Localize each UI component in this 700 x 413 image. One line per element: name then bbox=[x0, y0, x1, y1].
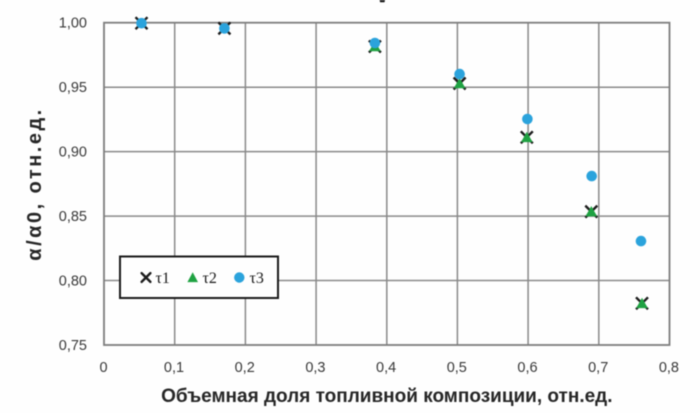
svg-text:0,95: 0,95 bbox=[59, 80, 87, 96]
svg-text:0,75: 0,75 bbox=[59, 338, 87, 354]
svg-text:0,85: 0,85 bbox=[59, 209, 87, 225]
svg-text:1,00: 1,00 bbox=[59, 16, 87, 32]
svg-text:τ3: τ3 bbox=[250, 270, 264, 287]
svg-text:τ2: τ2 bbox=[203, 270, 217, 287]
svg-text:0,2: 0,2 bbox=[235, 360, 255, 376]
svg-text:0,4: 0,4 bbox=[376, 360, 396, 376]
svg-text:0,1: 0,1 bbox=[164, 360, 184, 376]
svg-text:0,8: 0,8 bbox=[659, 360, 679, 376]
svg-text:0,80: 0,80 bbox=[59, 274, 87, 290]
svg-text:0,5: 0,5 bbox=[447, 360, 467, 376]
svg-text:Объемная доля топливной композ: Объемная доля топливной композиции, отн.… bbox=[161, 386, 612, 407]
svg-text:0: 0 bbox=[99, 360, 107, 376]
svg-text:0,6: 0,6 bbox=[517, 360, 537, 376]
svg-text:0,7: 0,7 bbox=[588, 360, 608, 376]
svg-text:τ1: τ1 bbox=[156, 270, 170, 287]
svg-text:0,90: 0,90 bbox=[59, 145, 87, 161]
svg-text:0,3: 0,3 bbox=[305, 360, 325, 376]
svg-text:α/α0, отн.ед.: α/α0, отн.ед. bbox=[24, 107, 46, 260]
